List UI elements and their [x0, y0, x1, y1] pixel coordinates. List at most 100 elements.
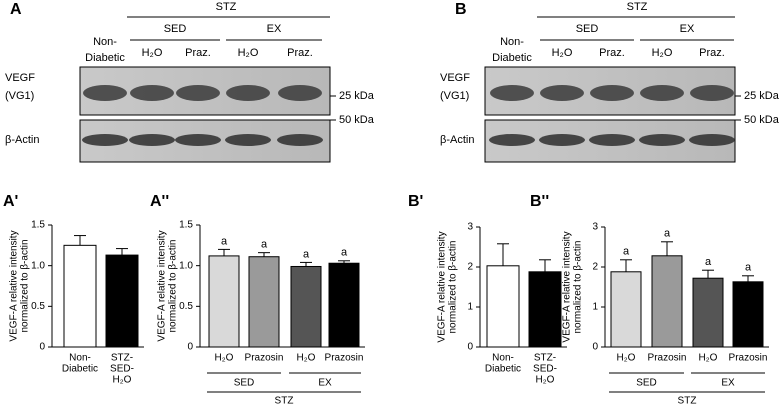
lane-label: Diabetic: [85, 52, 125, 64]
row-label: (VG1): [5, 90, 34, 102]
band: [540, 85, 584, 101]
bar: [732, 281, 764, 348]
group-label: SED: [164, 23, 187, 35]
panel-letter: A'': [150, 193, 169, 210]
bar: [328, 262, 360, 348]
band: [589, 134, 635, 146]
group-label: SED: [576, 23, 599, 35]
y-tick-label: 1.5: [179, 220, 193, 231]
row-label: β-Actin: [440, 134, 474, 146]
band: [226, 85, 270, 101]
marker-label: 50 kDa: [744, 114, 780, 126]
band: [690, 85, 734, 101]
band: [130, 85, 174, 101]
marker-label: 25 kDa: [744, 90, 780, 102]
x-tick-label: Prazosin: [729, 353, 768, 364]
lane-label: H₂O: [652, 47, 673, 59]
band: [83, 85, 127, 101]
x-tick-label: H₂O: [699, 353, 718, 364]
lane-label: Praz.: [599, 47, 625, 59]
x-tick-label: H₂O: [617, 353, 636, 364]
lane-label: Praz.: [287, 47, 313, 59]
y-tick-label: 2: [467, 262, 473, 273]
row-label: VEGF: [5, 72, 35, 84]
x-tick-label: SED-: [533, 364, 557, 375]
row-label: VEGF: [440, 72, 470, 84]
bar: [290, 265, 322, 348]
x-tick-label: Non-: [69, 353, 91, 364]
marker-label: 25 kDa: [339, 90, 375, 102]
y-tick-label: 0.5: [179, 301, 193, 312]
x-tick-label: H₂O: [215, 353, 234, 364]
group-label: SED: [234, 378, 255, 389]
annotation: a: [745, 262, 752, 274]
panel-letter: B'': [530, 193, 549, 210]
x-tick-label: STZ-: [111, 353, 133, 364]
band: [175, 134, 221, 146]
lane-label: H₂O: [552, 47, 573, 59]
lane-label: Praz.: [699, 47, 725, 59]
x-tick-label: Non-: [492, 353, 514, 364]
band: [689, 134, 735, 146]
x-tick-label: Prazosin: [648, 353, 687, 364]
bar: [63, 244, 97, 348]
bar: [692, 277, 724, 348]
band: [278, 85, 322, 101]
band: [639, 134, 685, 146]
band: [590, 85, 634, 101]
y-axis-title: normalized to β-actin: [573, 240, 584, 333]
y-tick-label: 0: [467, 342, 473, 353]
y-tick-label: 0: [39, 342, 45, 353]
y-tick-label: 0: [592, 342, 598, 353]
annotation: a: [705, 256, 712, 268]
y-tick-label: 1.0: [179, 260, 193, 271]
y-tick-label: 3: [592, 222, 598, 233]
y-tick-label: 0.5: [31, 301, 45, 312]
band: [82, 134, 128, 146]
y-axis-title: normalized to β-actin: [448, 240, 459, 333]
band: [489, 134, 535, 146]
y-axis-title: VEGF-A relative intensity: [157, 230, 168, 341]
panel-letter: A': [3, 193, 18, 210]
group-label: EX: [721, 378, 735, 389]
lane-label: Praz.: [185, 47, 211, 59]
y-axis-title: VEGF-A relative intensity: [9, 230, 20, 341]
panel-letter: B': [408, 193, 423, 210]
band: [176, 85, 220, 101]
y-axis-title: VEGF-A relative intensity: [437, 231, 448, 342]
bar: [486, 265, 520, 348]
bar: [610, 271, 642, 348]
y-axis-title: normalized to β-actin: [168, 239, 179, 332]
band: [490, 85, 534, 101]
group-super: STZ: [678, 396, 697, 407]
band: [225, 134, 271, 146]
x-tick-label: Prazosin: [245, 353, 284, 364]
band: [129, 134, 175, 146]
row-label: (VG1): [440, 90, 469, 102]
x-tick-label: SED-: [110, 364, 134, 375]
y-tick-label: 1: [467, 302, 473, 313]
bar: [208, 255, 240, 348]
bar: [528, 271, 562, 348]
group-super: STZ: [216, 1, 237, 13]
band: [640, 85, 684, 101]
x-tick-label: Diabetic: [62, 364, 98, 375]
y-tick-label: 1.0: [31, 260, 45, 271]
annotation: a: [303, 248, 310, 260]
group-super: STZ: [275, 396, 294, 407]
panel-letter: B: [455, 1, 467, 18]
y-tick-label: 3: [467, 222, 473, 233]
group-label: EX: [267, 23, 282, 35]
group-label: SED: [636, 378, 657, 389]
annotation: a: [221, 235, 228, 247]
lane-label: H₂O: [238, 47, 259, 59]
band: [277, 134, 323, 146]
lane-label: H₂O: [142, 47, 163, 59]
group-super: STZ: [627, 1, 648, 13]
y-tick-label: 2: [592, 262, 598, 273]
row-label: β-Actin: [5, 134, 39, 146]
y-axis-title: VEGF-A relative intensity: [562, 231, 573, 342]
x-tick-label: H₂O: [113, 375, 132, 386]
annotation: a: [664, 228, 671, 240]
